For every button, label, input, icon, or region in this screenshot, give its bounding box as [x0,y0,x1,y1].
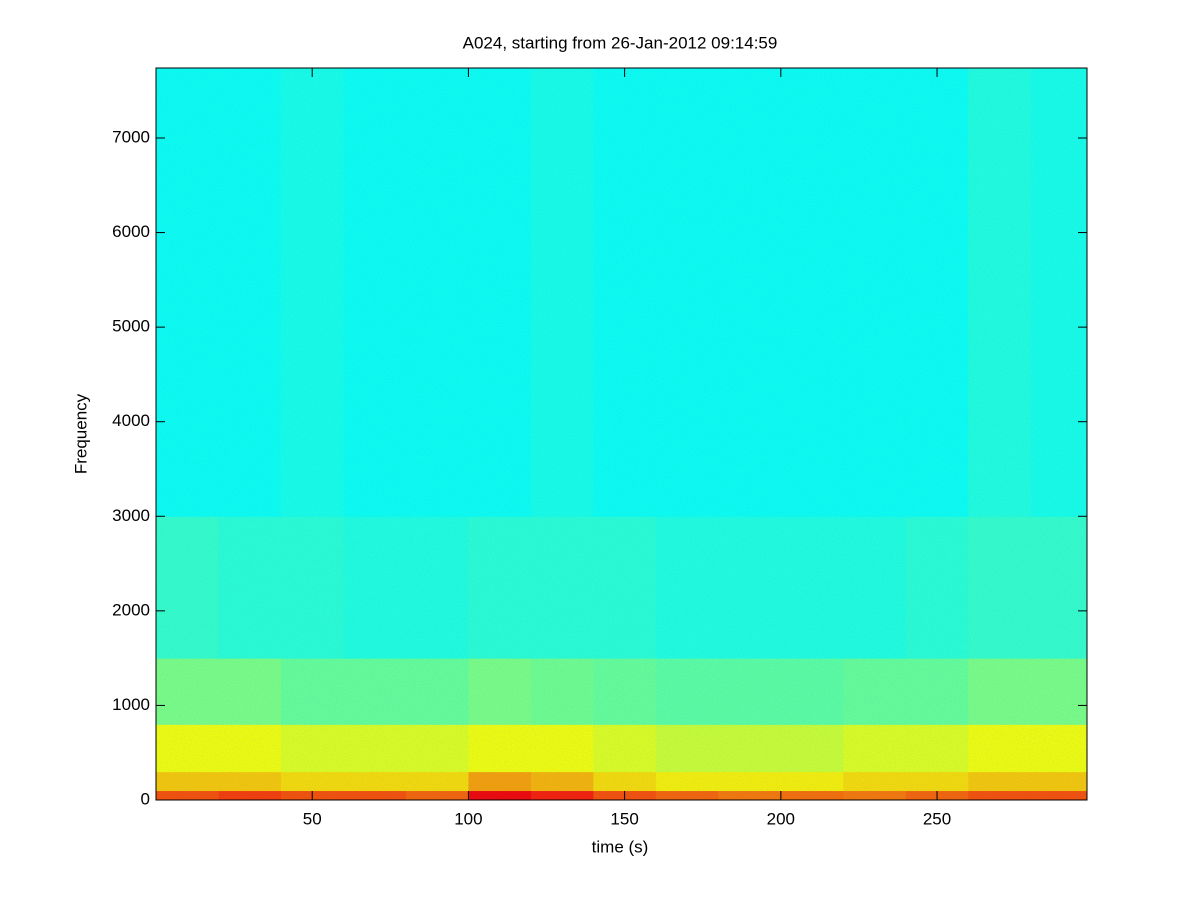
y-tick-label: 0 [141,789,150,808]
x-tick-label: 100 [454,809,482,828]
y-tick-label: 2000 [112,600,150,619]
y-tick-label: 3000 [112,506,150,525]
y-tick-label: 5000 [112,317,150,336]
chart-title: A024, starting from 26-Jan-2012 09:14:59 [463,33,778,52]
y-tick-label: 4000 [112,411,150,430]
x-tick-label: 200 [767,809,795,828]
x-tick-label: 50 [303,809,322,828]
y-tick-label: 7000 [112,127,150,146]
plot-frame [155,67,1088,801]
y-tick-label: 6000 [112,222,150,241]
x-axis-label: time (s) [592,837,649,856]
x-tick-label: 250 [923,809,951,828]
y-axis-label: Frequency [71,393,90,474]
texture [156,68,1087,800]
x-tick-label: 150 [610,809,638,828]
y-tick-label: 1000 [112,695,150,714]
